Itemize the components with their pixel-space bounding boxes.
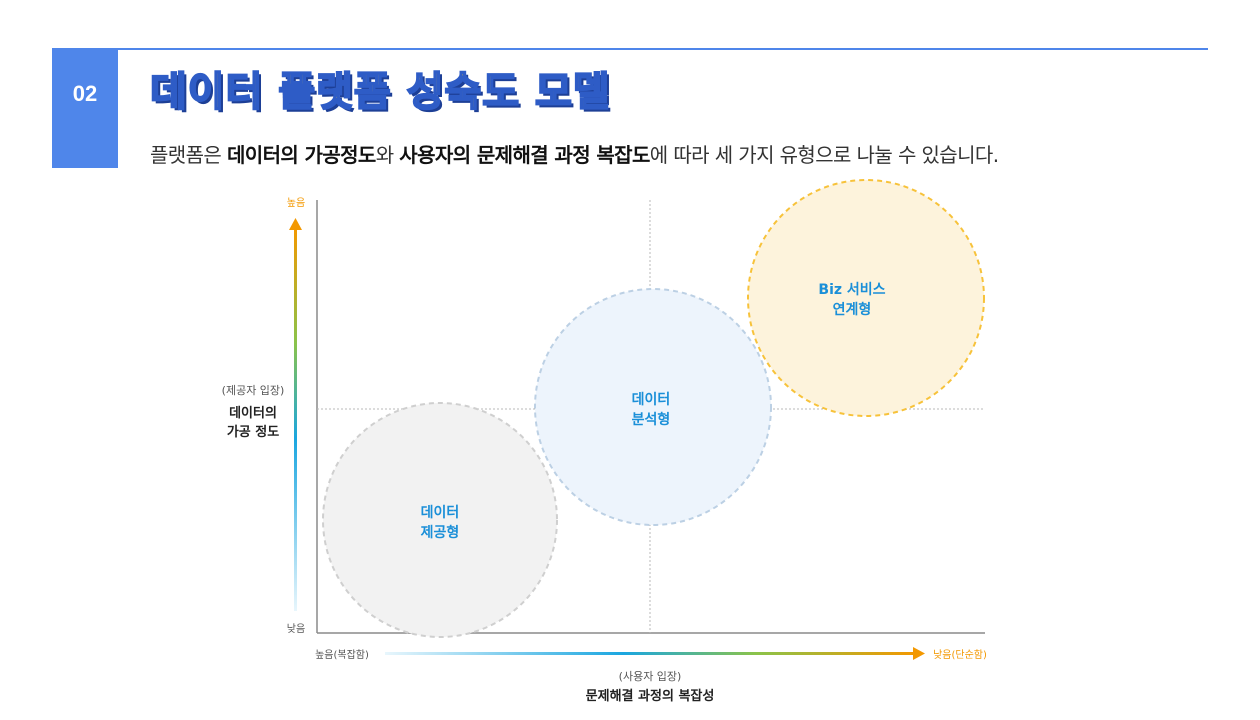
page-subtitle: 플랫폼은 데이터의 가공정도와 사용자의 문제해결 과정 복잡도에 따라 세 가… bbox=[150, 140, 999, 170]
subtitle-emphasis: 사용자의 문제해결 과정 복잡도 bbox=[399, 143, 650, 167]
circle-biz-service bbox=[747, 179, 985, 417]
circle-label-data-provision-2: 제공형 bbox=[421, 524, 460, 541]
y-gradient-arrowhead bbox=[289, 218, 302, 230]
x-axis-left-label: 높음(복잡함) bbox=[315, 649, 369, 661]
y-axis-title-line2: 가공 정도 bbox=[227, 424, 279, 440]
y-axis-title-line1: 데이터의 bbox=[229, 405, 277, 421]
header-rule bbox=[118, 48, 1208, 50]
y-gradient-arrow-shaft bbox=[294, 228, 297, 611]
subtitle-part: 플랫폼은 bbox=[150, 143, 227, 167]
circle-data-provision bbox=[322, 402, 558, 638]
x-axis-right-label: 낮음(단순함) bbox=[933, 649, 987, 661]
x-axis-title: 문제해결 과정의 복잡성 bbox=[586, 688, 715, 704]
circle-label-data-analysis-1: 데이터 bbox=[632, 391, 671, 408]
section-number-badge: 02 bbox=[52, 48, 118, 168]
x-gradient-arrowhead bbox=[913, 647, 925, 660]
circle-data-analysis bbox=[534, 288, 772, 526]
y-axis-high-label: 높음 bbox=[287, 197, 305, 209]
circle-label-data-provision-1: 데이터 bbox=[421, 504, 460, 521]
circle-label-biz-service-1: Biz 서비스 bbox=[818, 282, 885, 298]
y-axis-perspective: (제공자 입장) bbox=[222, 384, 285, 397]
x-axis-perspective: (사용자 입장) bbox=[619, 670, 682, 683]
subtitle-part: 와 bbox=[375, 143, 400, 167]
x-gradient-arrow-shaft bbox=[385, 652, 915, 655]
subtitle-part: 에 따라 세 가지 유형으로 나눌 수 있습니다. bbox=[649, 143, 999, 167]
y-axis-low-label: 낮음 bbox=[287, 623, 305, 635]
page-title: 데이터 플랫폼 성숙도 모델 bbox=[149, 68, 611, 116]
subtitle-emphasis: 데이터의 가공정도 bbox=[226, 143, 376, 167]
circle-label-data-analysis-2: 분석형 bbox=[632, 411, 671, 428]
circle-label-biz-service-2: 연계형 bbox=[833, 301, 872, 318]
